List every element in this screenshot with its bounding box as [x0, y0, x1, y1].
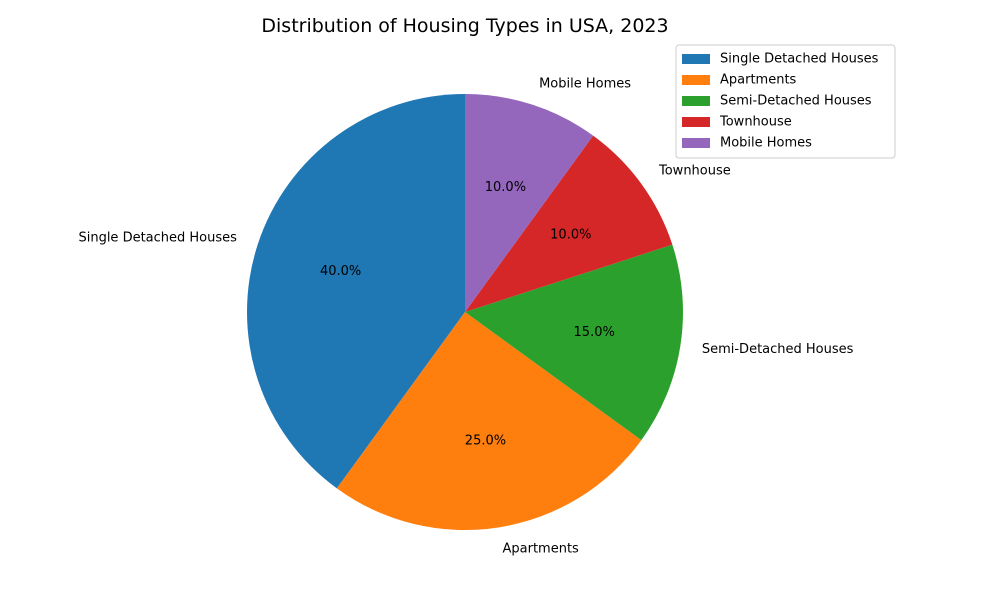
slice-label-apartments: Apartments [503, 541, 580, 556]
legend-label-townhouse: Townhouse [719, 115, 792, 130]
pie-slice-single-detached-houses [247, 94, 465, 489]
pie-slice-mobile-homes [465, 94, 594, 312]
slice-label-mobile-homes: Mobile Homes [539, 76, 631, 91]
pie-slice-apartments [336, 312, 642, 530]
slice-percent-single-detached-houses: 40.0% [320, 264, 361, 279]
slice-percent-townhouse: 10.0% [550, 228, 591, 243]
legend-label-semi-detached-houses: Semi-Detached Houses [720, 94, 872, 109]
legend-swatch-semi-detached-houses [682, 96, 710, 106]
slice-label-semi-detached-houses: Semi-Detached Houses [702, 342, 854, 357]
pie-slice-townhouse [465, 135, 673, 312]
pie-slices [247, 94, 683, 530]
legend: Single Detached Houses Apartments Semi-Det… [675, 44, 896, 159]
slice-labels: Single Detached Houses 40.0% Apartments 25.… [78, 76, 853, 556]
legend-label-apartments: Apartments [720, 73, 797, 88]
slice-percent-semi-detached-houses: 15.0% [574, 325, 615, 340]
slice-percent-mobile-homes: 10.0% [485, 180, 526, 195]
legend-frame [675, 44, 896, 159]
slice-label-single-detached-houses: Single Detached Houses [78, 230, 237, 245]
legend-label-single-detached-houses: Single Detached Houses [720, 52, 879, 67]
pie-slice-semi-detached-houses [465, 244, 683, 441]
legend-swatch-townhouse [682, 117, 710, 127]
legend-label-mobile-homes: Mobile Homes [720, 136, 812, 151]
slice-percent-apartments: 25.0% [465, 434, 506, 449]
slice-label-townhouse: Townhouse [658, 164, 731, 179]
legend-swatch-single-detached-houses [682, 54, 710, 64]
legend-swatch-apartments [682, 75, 710, 85]
chart-title: Distribution of Housing Types in USA, 20… [261, 15, 668, 37]
legend-swatch-mobile-homes [682, 138, 710, 148]
